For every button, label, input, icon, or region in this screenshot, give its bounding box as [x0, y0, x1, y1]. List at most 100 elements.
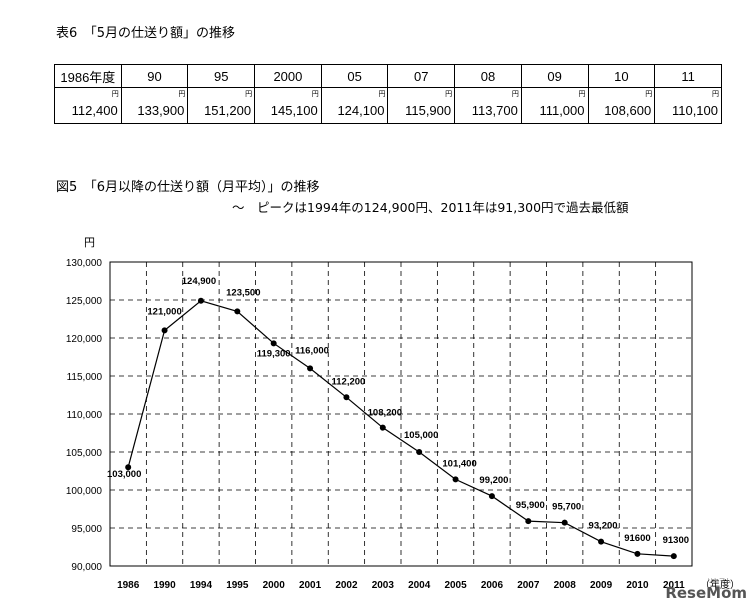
y-tick-label: 105,000: [66, 448, 103, 459]
data-point: [307, 365, 314, 372]
table-value-cell: 円 112,400: [54, 87, 122, 124]
data-point: [488, 493, 495, 500]
table-value-cell: 円 133,900: [120, 87, 189, 124]
table-value-cell: 円 115,900: [387, 87, 456, 124]
cell-value: 111,000: [539, 103, 585, 118]
cell-value: 112,400: [71, 103, 118, 118]
x-tick-label: 2005: [444, 580, 467, 591]
data-label: 101,400: [442, 458, 476, 469]
table-header-row: 1986年度 90 95 2000 05 07 08 09 10 11: [54, 64, 722, 88]
data-label: 91600: [624, 533, 650, 544]
x-tick-label: 2006: [481, 580, 504, 591]
unit-label: 円: [245, 91, 253, 98]
table-header-cell: 08: [454, 64, 522, 88]
table-header-cell: 1986年度: [54, 64, 122, 88]
data-point: [525, 518, 532, 525]
x-tick-label: 2004: [408, 580, 431, 591]
data-point: [125, 464, 132, 471]
cell-value: 113,700: [471, 103, 518, 118]
data-label: 119,300: [257, 348, 291, 359]
x-tick-label: 2000: [263, 580, 286, 591]
cell-value: 145,100: [270, 103, 318, 118]
x-axis-label: （年度）: [700, 578, 740, 591]
data-point: [343, 394, 350, 401]
y-tick-label: 120,000: [66, 334, 103, 345]
unit-label: 円: [511, 91, 519, 98]
cell-value: 110,100: [671, 103, 718, 118]
unit-label: 円: [578, 91, 586, 98]
data-point: [234, 308, 241, 315]
cell-value: 124,100: [337, 103, 385, 118]
table-header-cell: 09: [520, 64, 589, 88]
data-label: 121,000: [147, 306, 181, 317]
y-tick-label: 90,000: [71, 562, 102, 573]
y-tick-label: 95,000: [71, 524, 102, 535]
cell-value: 115,900: [405, 103, 452, 118]
x-tick-label: 1995: [226, 580, 249, 591]
y-tick-label: 125,000: [66, 296, 103, 307]
allowance-may-table: 1986年度 90 95 2000 05 07 08 09 10 11 円 112…: [54, 64, 722, 124]
unit-label: 円: [378, 91, 386, 98]
data-label: 95,700: [552, 502, 581, 513]
x-tick-label: 2009: [590, 580, 613, 591]
x-tick-label: 2008: [554, 580, 577, 591]
y-tick-label: 100,000: [66, 486, 103, 497]
data-label: 99,200: [479, 475, 508, 486]
unit-label: 円: [445, 91, 453, 98]
x-tick-label: 2003: [372, 580, 395, 591]
unit-label: 円: [111, 91, 119, 98]
data-label: 103,000: [107, 469, 141, 480]
x-tick-label: 1990: [153, 580, 176, 591]
data-label: 95,900: [516, 500, 545, 511]
x-tick-label: 2010: [626, 580, 649, 591]
data-point: [379, 424, 386, 431]
table-title: 表6 「5月の仕送り額」の推移: [56, 26, 236, 41]
data-label: 123,500: [226, 287, 260, 298]
data-label: 108,200: [368, 408, 402, 419]
x-tick-label: 2001: [299, 580, 322, 591]
unit-label: 円: [645, 91, 653, 98]
x-tick-label: 2002: [335, 580, 358, 591]
data-label: 116,000: [295, 345, 329, 356]
data-point: [598, 538, 605, 545]
figure-title: 図5 「6月以降の仕送り額（月平均）」の推移: [56, 180, 320, 195]
y-tick-label: 110,000: [67, 410, 103, 421]
data-point: [161, 327, 168, 334]
table-value-cell: 円 111,000: [520, 87, 589, 124]
data-label: 91300: [663, 535, 689, 546]
data-point: [452, 476, 459, 483]
x-tick-label: 1994: [190, 580, 213, 591]
table-value-cell: 円 113,700: [454, 87, 522, 124]
y-tick-label: 115,000: [67, 372, 103, 383]
data-label: 93,200: [589, 521, 618, 532]
data-point: [416, 449, 423, 455]
table-value-cell: 円 110,100: [654, 87, 722, 124]
data-label: 105,000: [404, 430, 438, 441]
table-header-cell: 95: [187, 64, 256, 88]
data-point: [561, 519, 568, 526]
data-point: [197, 297, 204, 304]
watermark-kana: リセマム: [706, 578, 731, 585]
data-point: [634, 550, 641, 557]
table-value-cell: 円 108,600: [587, 87, 656, 124]
x-tick-label: 2007: [517, 580, 540, 591]
unit-label: 円: [311, 91, 319, 98]
data-point: [270, 340, 277, 347]
unit-label: 円: [712, 91, 719, 98]
data-label: 112,200: [332, 376, 366, 387]
figure-subtitle: ～ ピークは1994年の124,900円、2011年は91,300円で過去最低額: [232, 200, 629, 215]
table-header-cell: 2000: [254, 64, 322, 88]
unit-label: 円: [178, 91, 186, 98]
series-line: [127, 300, 674, 557]
cell-value: 133,900: [137, 103, 185, 118]
cell-value: 151,200: [204, 103, 252, 118]
x-tick-label: 1986: [117, 580, 140, 591]
resemom-logo: ReseMom: [665, 584, 747, 602]
y-axis-label: 円: [84, 236, 95, 249]
table-header-cell: 11: [654, 64, 722, 88]
table-value-row: 円 112,400 円 133,900 円 151,200 円 145,100 円 124…: [54, 87, 722, 124]
data-label: 124,900: [182, 276, 216, 287]
y-tick-label: 130,000: [66, 258, 103, 269]
data-point: [670, 553, 677, 560]
